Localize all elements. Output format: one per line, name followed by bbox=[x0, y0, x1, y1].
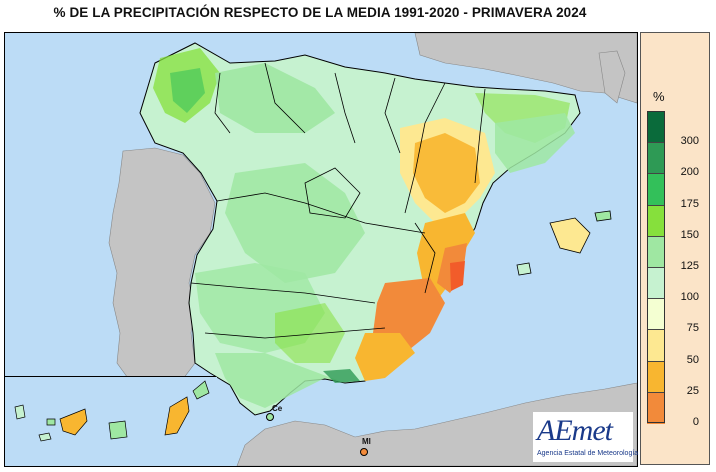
legend-item-0: 0 bbox=[647, 391, 707, 428]
zone-catalonia-125 bbox=[495, 113, 575, 173]
legend-unit: % bbox=[653, 89, 665, 104]
island-el-hierro bbox=[38, 432, 52, 442]
island-fuerteventura bbox=[164, 396, 190, 436]
island-la-palma bbox=[14, 404, 26, 420]
zone-andalucia-150 bbox=[275, 303, 345, 363]
legend-item-25: 25 bbox=[647, 360, 707, 397]
legend-label: 200 bbox=[680, 166, 699, 179]
france-landmass bbox=[414, 33, 637, 104]
corsica-sardinia bbox=[598, 50, 626, 104]
legend-item-200: 200 bbox=[647, 142, 707, 178]
island-lanzarote bbox=[192, 380, 210, 400]
legend-label: 25 bbox=[686, 384, 699, 397]
legend-swatch bbox=[647, 235, 665, 268]
island-tenerife bbox=[59, 408, 88, 436]
zone-andalucia-125 bbox=[215, 353, 345, 408]
aemet-logo-text: AEmet bbox=[537, 414, 613, 447]
legend-swatch bbox=[647, 142, 665, 175]
legend-item-175: 175 bbox=[647, 173, 707, 210]
legend-swatch bbox=[647, 204, 665, 237]
melilla-marker bbox=[360, 448, 368, 456]
zone-alicante-min bbox=[450, 261, 465, 291]
legend-label: 150 bbox=[680, 228, 699, 241]
map-title: % DE LA PRECIPITACIÓN RESPECTO DE LA MED… bbox=[53, 5, 587, 20]
melilla-label: Ml bbox=[362, 437, 371, 446]
legend-label: 300 bbox=[680, 135, 699, 148]
legend-item-150: 150 bbox=[647, 204, 707, 241]
legend-label: 175 bbox=[680, 197, 699, 210]
legend-label: 75 bbox=[686, 322, 699, 335]
legend-item-75: 75 bbox=[647, 298, 707, 334]
legend-swatch bbox=[647, 329, 665, 362]
portugal-landmass bbox=[108, 147, 216, 390]
legend-swatch bbox=[647, 391, 665, 424]
legend-label: 100 bbox=[680, 291, 699, 304]
aemet-logo: AEmet Agencia Estatal de Meteorología bbox=[533, 412, 638, 462]
mallorca bbox=[549, 217, 591, 254]
legend-panel: % 300 200 175 150 125 100 75 50 25 0 bbox=[640, 32, 710, 465]
legend-swatch bbox=[647, 267, 665, 300]
legend-item-125: 125 bbox=[647, 235, 707, 272]
legend-label: 125 bbox=[680, 259, 699, 272]
legend-item-300: 300 bbox=[647, 111, 707, 147]
legend-label: 50 bbox=[686, 353, 699, 366]
ceuta-label: Ce bbox=[272, 404, 283, 413]
legend-swatch bbox=[647, 111, 665, 144]
legend-swatch bbox=[647, 173, 665, 206]
zone-almeria-25 bbox=[355, 333, 415, 381]
menorca bbox=[594, 210, 612, 222]
legend-item-100: 100 bbox=[647, 267, 707, 303]
zone-galicia-125 bbox=[170, 68, 205, 113]
legend-item-50: 50 bbox=[647, 329, 707, 366]
region-borders bbox=[190, 62, 486, 339]
legend-swatch bbox=[647, 360, 665, 393]
canary-islands-inset bbox=[4, 376, 217, 466]
legend-label: 0 bbox=[692, 415, 699, 428]
zone-aragon-25 bbox=[413, 133, 480, 213]
aemet-logo-subtitle: Agencia Estatal de Meteorología bbox=[537, 450, 639, 457]
ibiza bbox=[516, 262, 532, 276]
island-gran-canaria bbox=[108, 420, 128, 440]
legend-swatch bbox=[647, 298, 665, 331]
zone-north-125 bbox=[215, 63, 335, 133]
island-la-gomera bbox=[46, 418, 56, 426]
zone-sierra-175 bbox=[323, 369, 360, 383]
zone-center-125 bbox=[225, 163, 365, 283]
ceuta-marker bbox=[266, 413, 274, 421]
